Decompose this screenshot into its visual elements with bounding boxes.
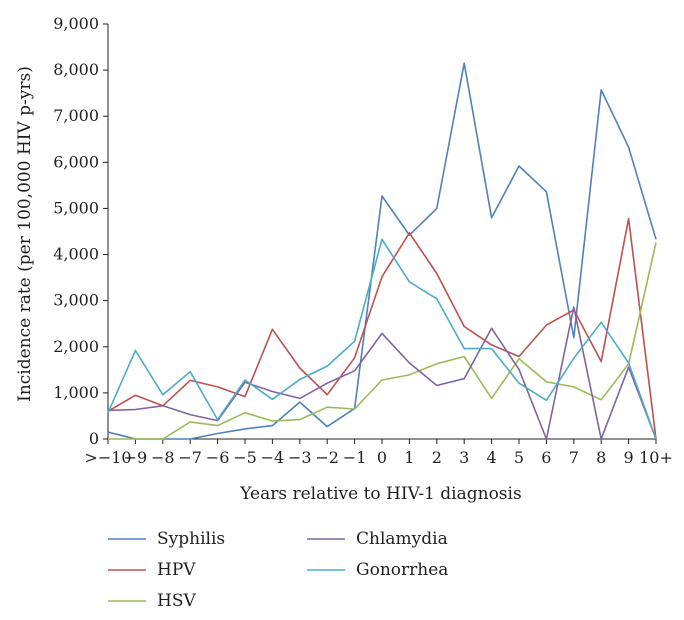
y-tick-label: 2,000 xyxy=(53,337,99,356)
legend-label-hsv: HSV xyxy=(157,591,196,611)
series-line-hsv xyxy=(108,242,657,440)
x-tick-label: −5 xyxy=(233,448,257,467)
x-tick-label: 5 xyxy=(514,448,524,467)
x-tick-label: −9 xyxy=(124,448,148,467)
x-tick-label: 0 xyxy=(377,448,387,467)
series-line-hpv xyxy=(107,217,657,440)
x-tick-label: −3 xyxy=(288,448,312,467)
x-tick-label: 8 xyxy=(596,448,606,467)
x-tick-label: −2 xyxy=(315,448,339,467)
x-tick-label: −1 xyxy=(343,448,367,467)
x-tick-label: −4 xyxy=(261,448,285,467)
series-line-chlamydia xyxy=(107,306,657,440)
x-axis-title: Years relative to HIV-1 diagnosis xyxy=(239,484,521,504)
x-tick-label: −7 xyxy=(178,448,202,467)
series-layer xyxy=(107,62,657,440)
y-tick-label: 6,000 xyxy=(53,152,99,171)
x-tick-label: 3 xyxy=(459,448,469,467)
y-tick-label: 1,000 xyxy=(53,383,99,402)
x-tick-label: −6 xyxy=(206,448,230,467)
x-tick-label: >−10 xyxy=(84,448,131,467)
series-line-gonorrhea xyxy=(107,238,657,440)
x-tick-label: 2 xyxy=(432,448,442,467)
x-tick-label: 10+ xyxy=(639,448,673,467)
legend: Syphilis HPV HSV Chlamydia Gonorrhea xyxy=(108,529,448,611)
x-tick-label: 9 xyxy=(624,448,634,467)
y-tick-label: 7,000 xyxy=(53,106,99,125)
y-tick-label: 0 xyxy=(89,429,99,448)
legend-label-hpv: HPV xyxy=(157,560,196,580)
legend-label-gonorrhea: Gonorrhea xyxy=(356,560,448,580)
y-axis-title: Incidence rate (per 100,000 HIV p-yrs) xyxy=(15,66,35,402)
y-tick-label: 5,000 xyxy=(53,198,99,217)
x-tick-label: 1 xyxy=(404,448,414,467)
legend-label-chlamydia: Chlamydia xyxy=(356,529,448,549)
y-tick-label: 8,000 xyxy=(53,60,99,79)
labels-layer: Incidence rate (per 100,000 HIV p-yrs) Y… xyxy=(15,66,522,504)
y-tick-label: 3,000 xyxy=(53,291,99,310)
series-line-syphilis xyxy=(107,62,657,440)
x-tick-label: 7 xyxy=(569,448,579,467)
y-tick-label: 9,000 xyxy=(53,14,99,33)
x-tick-label: −8 xyxy=(151,448,175,467)
x-tick-label: 6 xyxy=(541,448,551,467)
legend-label-syphilis: Syphilis xyxy=(157,529,225,549)
axes-layer: 0 1,000 2,000 3,000 4,000 5,000 6,000 7,000 8,00… xyxy=(53,14,673,467)
x-tick-label: 4 xyxy=(487,448,497,467)
y-tick-label: 4,000 xyxy=(53,245,99,264)
